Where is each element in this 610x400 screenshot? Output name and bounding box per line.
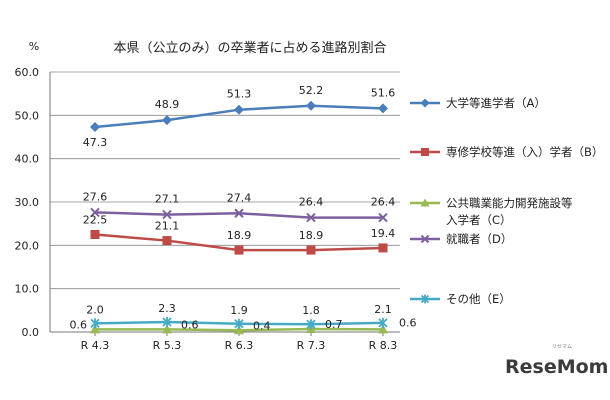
legend-item-employment: 就職者（D）	[410, 232, 512, 246]
data-label-training-facility: 0.6	[181, 318, 199, 331]
data-label-other: 1.9	[230, 304, 248, 317]
point-training-facility	[378, 324, 388, 334]
data-label-vocational-school: 19.4	[371, 227, 396, 240]
point-training-facility	[162, 324, 172, 334]
chart-title: 本県（公立のみ）の卒業者に占める進路別割合	[113, 40, 386, 56]
watermark-subtext: リセマム	[552, 344, 572, 350]
data-label-other: 1.8	[302, 304, 320, 317]
data-label-employment: 27.1	[155, 193, 180, 206]
point-training-facility	[90, 324, 100, 334]
data-label-training-facility: 0.6	[70, 318, 88, 331]
point-university	[234, 104, 244, 115]
y-tick-label: 60.0	[15, 66, 40, 79]
point-vocational-school	[162, 236, 172, 246]
x-tick-label: R 4.3	[81, 339, 110, 352]
y-tick-label: 0.0	[22, 326, 40, 339]
y-tick-label: 10.0	[15, 283, 40, 296]
point-employment	[306, 212, 316, 223]
legend-item-other: その他（E）	[410, 292, 511, 306]
data-label-training-facility: 0.4	[253, 319, 271, 332]
point-vocational-school	[90, 230, 100, 239]
point-training-facility	[234, 325, 244, 335]
data-labels: 47.3 48.9 51.3 52.2 51.6 22.5 21.1 18.9 18.9 19.4…	[70, 84, 417, 332]
legend-swatch-marker	[420, 294, 430, 304]
data-label-other: 2.1	[374, 303, 392, 316]
legend: 大学等進学者（A） 専修学校等進（入）学者（B） 公共職業能力開発施設等入学者（C）…	[410, 96, 603, 306]
data-label-university: 51.6	[371, 86, 396, 99]
data-label-vocational-school: 18.9	[227, 229, 252, 242]
x-tick-label: R 7.3	[297, 339, 326, 352]
point-vocational-school	[234, 245, 244, 255]
point-employment	[378, 212, 388, 223]
point-employment	[234, 208, 244, 218]
legend-label: 専修学校等進（入）学者（B）	[446, 145, 603, 159]
legend-label: 公共職業能力開発施設等	[446, 196, 573, 210]
data-label-employment: 27.6	[83, 190, 108, 203]
watermark-text: ReseMom	[505, 356, 608, 378]
x-tick-labels: R 4.3 R 5.3 R 6.3 R 7.3 R 8.3	[81, 339, 398, 352]
series-employment	[90, 207, 388, 223]
point-university	[162, 115, 172, 126]
point-other	[234, 318, 244, 329]
legend-item-university: 大学等進学者（A）	[410, 96, 546, 110]
data-label-employment: 27.4	[227, 191, 252, 204]
data-label-employment: 26.4	[371, 196, 396, 209]
y-tick-label: 40.0	[15, 153, 40, 166]
data-label-other: 2.3	[158, 302, 176, 315]
data-label-university: 51.3	[227, 88, 252, 101]
legend-swatch-marker	[420, 98, 430, 108]
y-axis-unit-label: %	[29, 40, 39, 53]
point-university	[90, 122, 100, 133]
point-other	[162, 317, 172, 328]
data-label-other: 2.0	[86, 303, 104, 316]
resemom-logo: ReseMom リセマム	[505, 344, 608, 378]
series-group	[90, 100, 388, 335]
x-tick-label: R 5.3	[153, 339, 182, 352]
series-other	[90, 317, 388, 330]
legend-swatch-marker	[420, 198, 430, 207]
y-tick-label: 20.0	[15, 239, 40, 252]
point-other	[306, 319, 316, 330]
point-employment	[162, 209, 172, 220]
y-tick-labels: 0.0 10.0 20.0 30.0 40.0 50.0 60.0	[15, 66, 40, 339]
data-label-vocational-school: 18.9	[299, 229, 324, 242]
legend-swatch-marker	[421, 148, 429, 156]
point-university	[378, 103, 388, 114]
point-vocational-school	[378, 243, 388, 253]
series-vocational-school	[90, 230, 388, 255]
legend-swatch-marker	[420, 234, 430, 244]
point-other	[378, 317, 388, 328]
x-tick-label: R 6.3	[225, 339, 254, 352]
point-employment	[90, 207, 100, 218]
legend-label: 入学者（C）	[446, 213, 512, 227]
data-label-university: 47.3	[83, 136, 108, 149]
data-label-vocational-school: 22.5	[83, 214, 108, 227]
data-label-training-facility: 0.7	[325, 318, 343, 331]
legend-item-vocational-school: 専修学校等進（入）学者（B）	[410, 145, 603, 159]
point-other	[90, 318, 100, 329]
x-tick-label: R 8.3	[369, 339, 398, 352]
data-label-employment: 26.4	[299, 196, 324, 209]
point-university	[306, 100, 316, 111]
y-tick-label: 50.0	[15, 109, 40, 122]
data-label-university: 48.9	[155, 98, 180, 111]
legend-label: 就職者（D）	[446, 232, 512, 246]
legend-label: 大学等進学者（A）	[446, 96, 546, 110]
series-training-facility	[90, 323, 388, 335]
y-tick-label: 30.0	[15, 196, 40, 209]
point-vocational-school	[306, 245, 316, 255]
gridlines	[50, 71, 400, 290]
data-label-vocational-school: 21.1	[155, 220, 180, 233]
legend-label: その他（E）	[446, 292, 511, 306]
series-university	[90, 100, 388, 133]
data-label-university: 52.2	[299, 84, 324, 97]
data-label-training-facility: 0.6	[399, 316, 417, 329]
